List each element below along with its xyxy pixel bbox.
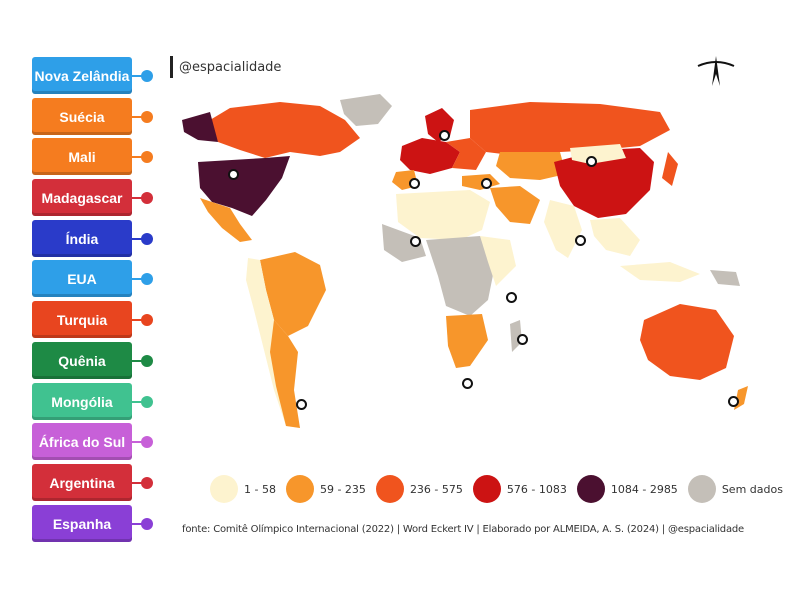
label-connector [132, 523, 146, 525]
label-handle[interactable] [141, 192, 153, 204]
map-region-north-africa [396, 190, 490, 240]
legend-item: 1084 - 2985 [576, 475, 678, 503]
map-region-china [554, 148, 654, 218]
brand-bar [170, 56, 173, 78]
label-handle[interactable] [141, 314, 153, 326]
legend-swatch [472, 475, 501, 503]
legend-label: Sem dados [721, 482, 783, 496]
map-region-south-africa [446, 314, 488, 368]
label-connector [132, 75, 146, 77]
label-chip[interactable]: EUA [32, 260, 132, 297]
label-chip[interactable]: Suécia [32, 98, 132, 135]
label-handle[interactable] [141, 273, 153, 285]
map-legend: 1 - 58 59 - 235 236 - 575 576 - 1083 108… [210, 474, 783, 504]
brand-text: @espacialidade [179, 59, 282, 75]
map-region-brazil [260, 252, 326, 336]
label-handle[interactable] [141, 518, 153, 530]
legend-label: 236 - 575 [409, 482, 463, 496]
map-region-mexico [200, 198, 252, 242]
legend-swatch [687, 475, 716, 503]
map-region-indonesia [620, 262, 700, 282]
world-map [182, 94, 748, 428]
map-pin-india[interactable] [575, 235, 586, 246]
map-region-canada [210, 102, 360, 158]
legend-swatch [576, 475, 605, 503]
legend-item: 576 - 1083 [472, 475, 567, 503]
map-region-mongolia [570, 144, 626, 164]
map-region-central-africa [426, 236, 496, 316]
label-handle[interactable] [141, 436, 153, 448]
map-region-central-asia [496, 152, 566, 180]
label-handle[interactable] [141, 151, 153, 163]
label-connector [132, 116, 146, 118]
label-chip[interactable]: Turquia [32, 301, 132, 338]
label-connector [132, 197, 146, 199]
label-chip[interactable]: Argentina [32, 464, 132, 501]
map-region-argentina [270, 320, 300, 428]
legend-item: 236 - 575 [375, 475, 463, 503]
label-connector [132, 238, 146, 240]
map-pin-mali[interactable] [410, 236, 421, 247]
label-handle[interactable] [141, 233, 153, 245]
label-connector [132, 401, 146, 403]
label-connector [132, 482, 146, 484]
map-pin-spain[interactable] [409, 178, 420, 189]
label-chip[interactable]: Mongólia [32, 383, 132, 420]
label-connector [132, 156, 146, 158]
label-handle[interactable] [141, 355, 153, 367]
map-pin-turkey[interactable] [481, 178, 492, 189]
map-region-western-europe [400, 138, 460, 174]
map-pin-kenya[interactable] [506, 292, 517, 303]
map-region-usa [198, 156, 290, 216]
map-region-alaska [182, 112, 218, 142]
map-pin-usa[interactable] [228, 169, 239, 180]
legend-item: 1 - 58 [210, 475, 276, 503]
map-region-greenland [340, 94, 392, 126]
compass-icon [697, 56, 735, 86]
map-region-west-africa [382, 224, 426, 262]
label-chip[interactable]: Madagascar [32, 179, 132, 216]
map-region-india [544, 200, 582, 258]
map-pin-madagascar[interactable] [517, 334, 528, 345]
legend-label: 576 - 1083 [506, 482, 567, 496]
label-chip[interactable]: África do Sul [32, 423, 132, 460]
map-region-new-guinea [710, 270, 740, 286]
label-handle[interactable] [141, 396, 153, 408]
map-pin-south-africa[interactable] [462, 378, 473, 389]
map-region-russia [470, 102, 670, 156]
label-handle[interactable] [141, 111, 153, 123]
label-chip[interactable]: Índia [32, 220, 132, 257]
label-chip[interactable]: Mali [32, 138, 132, 175]
map-pin-sweden[interactable] [439, 130, 450, 141]
label-chip[interactable]: Quênia [32, 342, 132, 379]
legend-swatch [285, 475, 314, 503]
legend-swatch [210, 475, 238, 503]
legend-label: 1084 - 2985 [610, 482, 678, 496]
label-chip[interactable]: Espanha [32, 505, 132, 542]
label-connector [132, 319, 146, 321]
label-connector [132, 441, 146, 443]
label-handle[interactable] [141, 477, 153, 489]
legend-label: 59 - 235 [319, 482, 366, 496]
map-region-southeast-asia [590, 218, 640, 256]
map-pin-new-zealand[interactable] [728, 396, 739, 407]
map-region-australia [640, 304, 734, 380]
legend-label: 1 - 58 [244, 482, 276, 496]
label-handle[interactable] [141, 70, 153, 82]
legend-item: Sem dados [687, 475, 783, 503]
map-region-east-africa [480, 236, 516, 286]
brand-header: @espacialidade [170, 56, 281, 78]
label-connector [132, 278, 146, 280]
map-source-caption: fonte: Comitê Olímpico Internacional (20… [182, 524, 744, 535]
map-region-eastern-europe [446, 138, 486, 170]
map-pin-mongolia[interactable] [586, 156, 597, 167]
map-region-japan [662, 152, 678, 186]
legend-item: 59 - 235 [285, 475, 366, 503]
map-pin-argentina[interactable] [296, 399, 307, 410]
map-region-middle-east [490, 186, 540, 224]
label-chip[interactable]: Nova Zelândia [32, 57, 132, 94]
legend-swatch [375, 475, 404, 503]
label-connector [132, 360, 146, 362]
